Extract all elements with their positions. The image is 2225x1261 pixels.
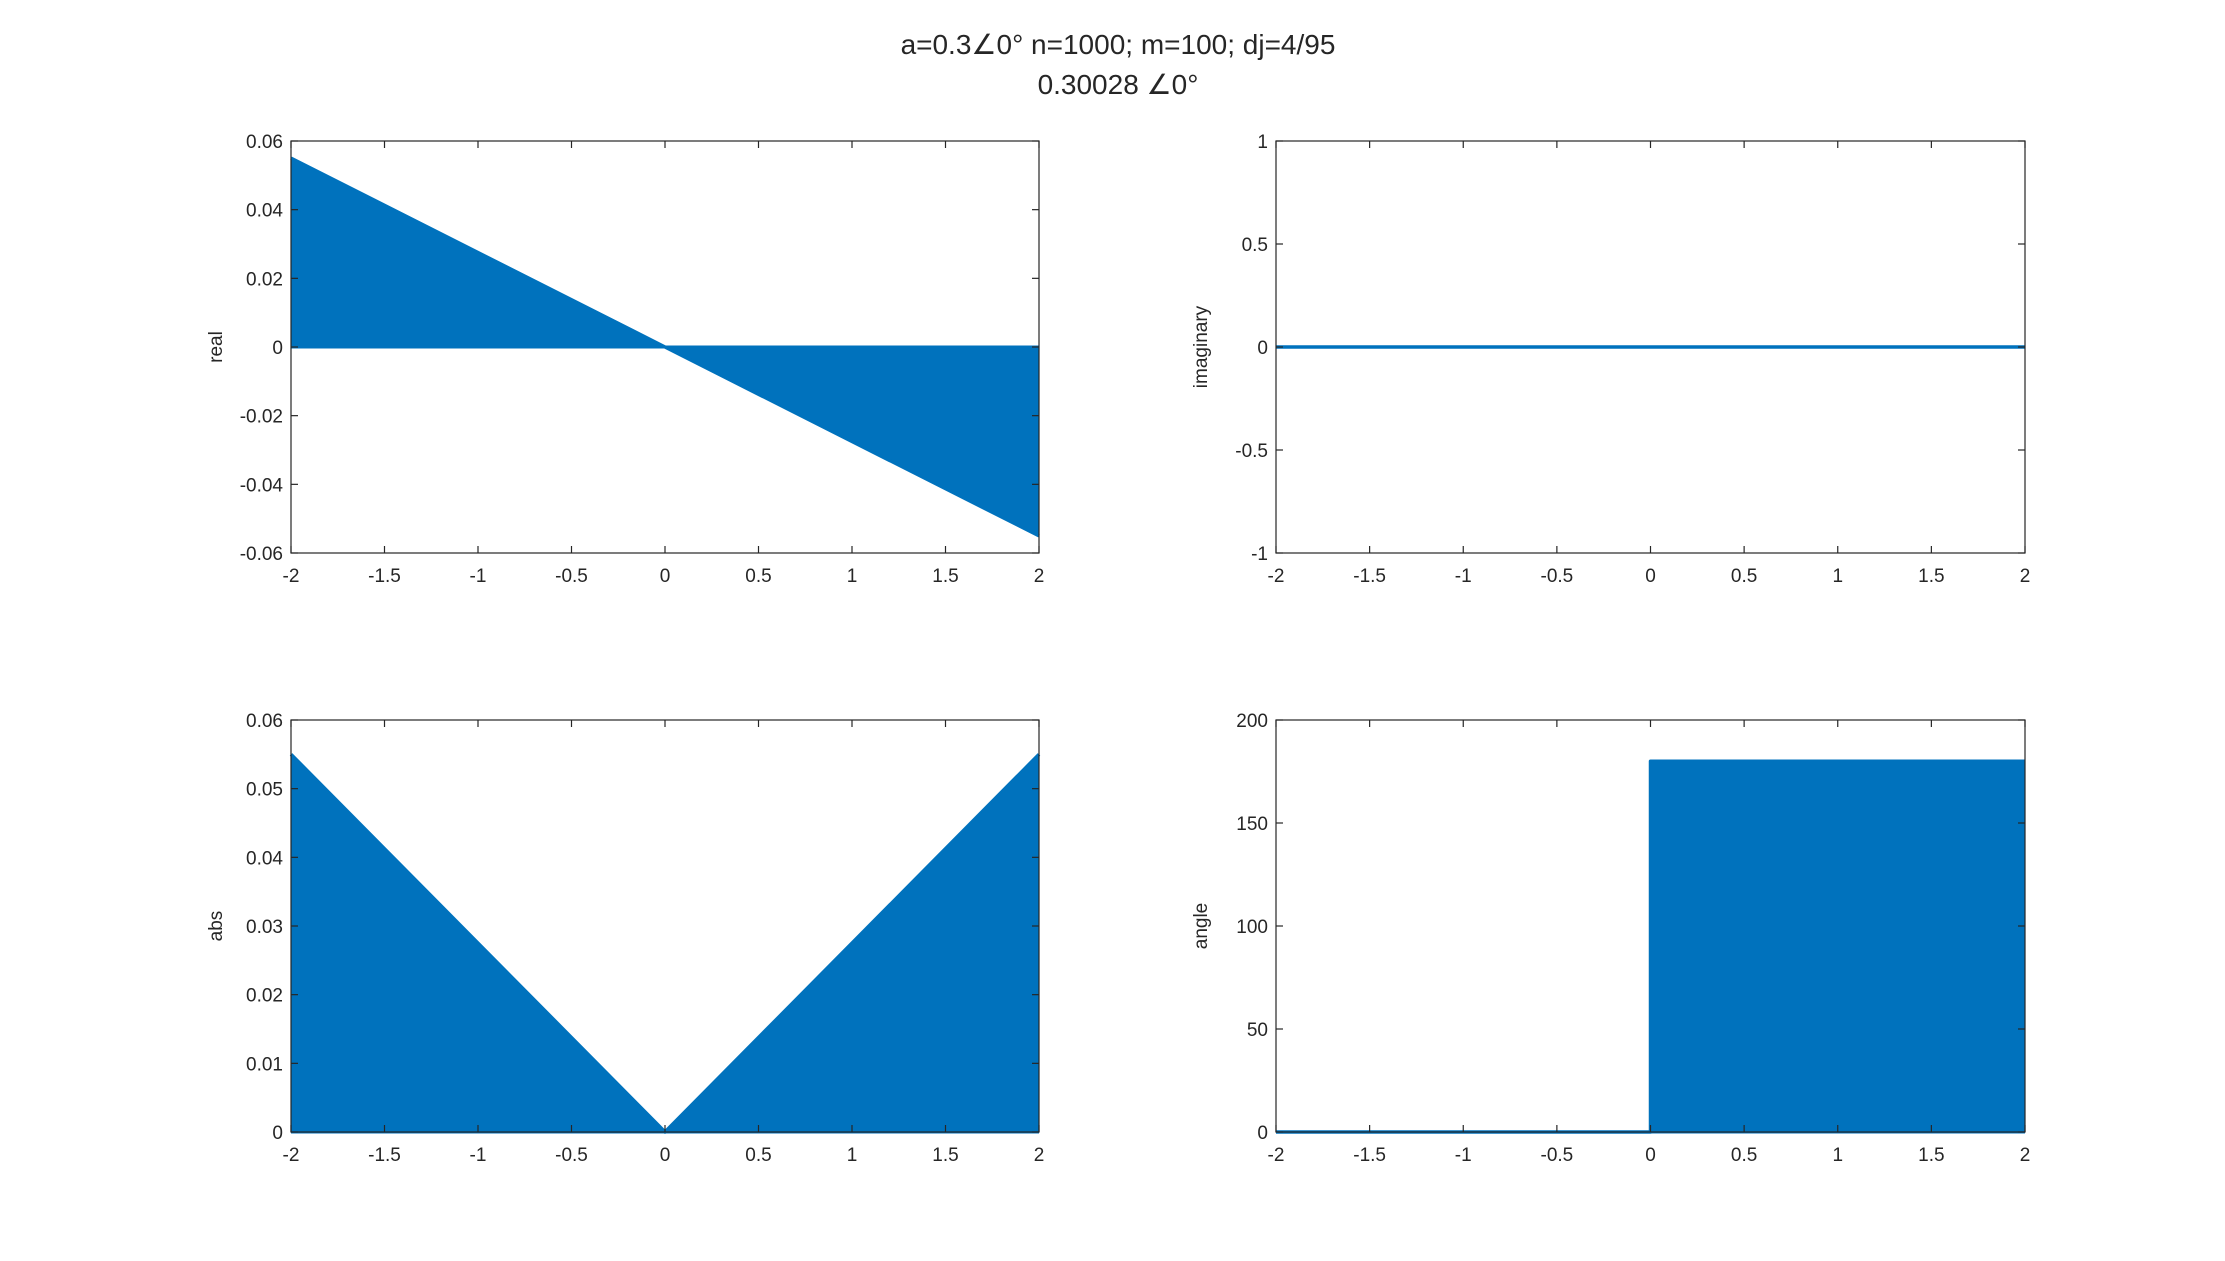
y-tick-label: 0.06: [246, 132, 283, 153]
y-tick-label: 150: [1236, 814, 1268, 835]
x-tick-label: -1.5: [1353, 566, 1386, 587]
y-tick-label: -0.02: [240, 407, 283, 428]
y-tick-label: 0: [1257, 338, 1268, 359]
x-tick-label: -1.5: [368, 1145, 401, 1166]
series-area: [291, 754, 1039, 1132]
y-tick-label: 0: [1257, 1123, 1268, 1144]
y-axis-label: real: [206, 331, 227, 363]
x-tick-label: -1: [1455, 1145, 1472, 1166]
x-tick-label: 1.5: [932, 566, 958, 587]
y-tick-label: 0: [272, 1123, 283, 1144]
y-tick-label: 0.03: [246, 917, 283, 938]
x-tick-label: 1: [1832, 566, 1843, 587]
y-tick-label: 0.04: [246, 848, 283, 869]
y-axis-label: abs: [206, 911, 227, 942]
subplot-real: -2 -1.5 -1 -0.5 0 0.5 1 1.5 2 0.06 0.04 0.02 0 -0.02 -…: [206, 132, 1044, 587]
x-tick-label: -2: [1268, 566, 1285, 587]
x-tick-label: 1.5: [1918, 1145, 1944, 1166]
x-tick-label: 1: [847, 1145, 858, 1166]
x-tick-label: 1: [1832, 1145, 1843, 1166]
y-tick-label: -1: [1251, 544, 1268, 565]
subplot-angle: -2 -1.5 -1 -0.5 0 0.5 1 1.5 2 200 150 100 50 0 angle: [1191, 711, 2030, 1166]
y-axis-label: angle: [1191, 903, 1212, 950]
x-tick-label: 0: [1645, 566, 1656, 587]
y-tick-label: 0.02: [246, 986, 283, 1007]
x-tick-label: 0.5: [1731, 1145, 1757, 1166]
x-tick-label: 2: [1034, 566, 1045, 587]
subplot-imaginary: -2 -1.5 -1 -0.5 0 0.5 1 1.5 2 1 0.5 0 -0.5 -1 imaginar…: [1191, 132, 2030, 587]
x-tick-label: 2: [2020, 566, 2031, 587]
y-tick-label: 0.02: [246, 269, 283, 290]
y-tick-label: 200: [1236, 711, 1268, 732]
y-tick-label: -0.04: [240, 475, 284, 496]
x-tick-label: -0.5: [555, 566, 588, 587]
y-tick-label: 1: [1257, 132, 1268, 153]
x-tick-label: -2: [283, 1145, 300, 1166]
x-tick-label: 0.5: [745, 1145, 771, 1166]
x-tick-label: 0: [660, 566, 671, 587]
x-tick-label: 2: [2020, 1145, 2031, 1166]
y-tick-label: 0.05: [246, 780, 283, 801]
x-tick-label: -1: [470, 566, 487, 587]
y-tick-label: 0.06: [246, 711, 283, 732]
x-tick-label: -0.5: [1541, 566, 1574, 587]
figure-title-line-2: 0.30028 ∠0°: [1038, 69, 1199, 100]
x-tick-label: -1: [470, 1145, 487, 1166]
x-tick-label: -1.5: [1353, 1145, 1386, 1166]
x-tick-label: -2: [1268, 1145, 1285, 1166]
x-tick-label: -1: [1455, 566, 1472, 587]
y-tick-label: 0.5: [1242, 235, 1268, 256]
subplot-abs: -2 -1.5 -1 -0.5 0 0.5 1 1.5 2 0.06 0.05 0.04 0.03 0.0…: [206, 711, 1044, 1166]
x-tick-label: 0: [1645, 1145, 1656, 1166]
x-tick-label: 2: [1034, 1145, 1045, 1166]
y-tick-label: 0.01: [246, 1054, 283, 1075]
y-tick-label: 0.04: [246, 201, 283, 222]
x-tick-label: -0.5: [555, 1145, 588, 1166]
y-tick-label: -0.06: [240, 544, 283, 565]
x-tick-label: 1: [847, 566, 858, 587]
y-tick-label: 0: [272, 338, 283, 359]
x-tick-label: 1.5: [932, 1145, 958, 1166]
x-tick-label: 0: [660, 1145, 671, 1166]
figure-title-line-1: a=0.3∠0° n=1000; m=100; dj=4/95: [901, 29, 1336, 60]
y-tick-label: 50: [1247, 1020, 1268, 1041]
x-tick-label: 0.5: [1731, 566, 1757, 587]
y-tick-label: 100: [1236, 917, 1268, 938]
x-tick-label: 0.5: [745, 566, 771, 587]
x-tick-label: 1.5: [1918, 566, 1944, 587]
x-tick-label: -1.5: [368, 566, 401, 587]
x-tick-label: -0.5: [1541, 1145, 1574, 1166]
y-axis-label: imaginary: [1191, 305, 1212, 388]
x-tick-label: -2: [283, 566, 300, 587]
y-tick-label: -0.5: [1235, 441, 1268, 462]
